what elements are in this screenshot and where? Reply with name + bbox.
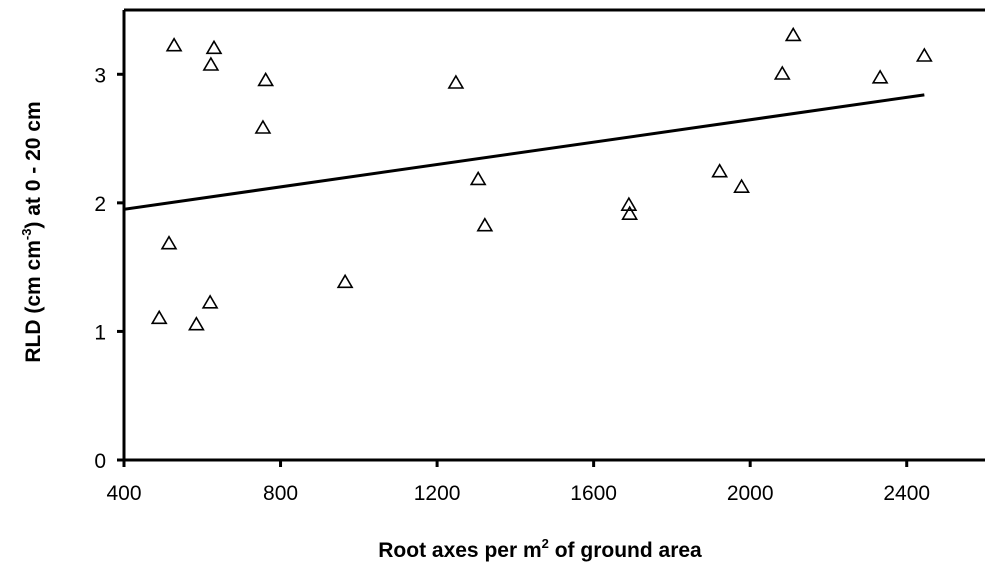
data-point	[733, 178, 750, 193]
data-point	[469, 170, 487, 186]
x-tick-label: 2400	[883, 482, 930, 505]
data-points	[150, 26, 933, 331]
data-point	[773, 65, 791, 80]
data-point	[165, 37, 183, 52]
y-axis-title-superscript: -3	[19, 229, 34, 241]
data-point	[784, 26, 802, 42]
data-point	[915, 47, 933, 62]
data-point	[257, 71, 275, 87]
x-axis-title-text: Root axes per m	[378, 539, 541, 562]
data-point	[871, 69, 889, 84]
y-tick-label: 0	[94, 450, 106, 473]
y-axis-title-text: RLD (cm cm	[22, 240, 45, 363]
y-axis-title: RLD (cm cm-3) at 0 - 20 cm	[19, 101, 45, 362]
data-point	[150, 309, 168, 325]
x-axis-title-superscript: 2	[542, 536, 549, 551]
data-point	[336, 273, 354, 289]
data-point	[254, 119, 272, 134]
data-point	[201, 294, 219, 309]
y-axis-title-text-end: ) at 0 - 20 cm	[22, 101, 45, 228]
data-point	[160, 235, 178, 250]
data-point	[621, 205, 639, 220]
data-point	[205, 39, 223, 55]
data-point	[711, 163, 729, 178]
tick-labels: 400 800 1200 1600 2000 2400 0 1 2 3	[94, 64, 930, 505]
x-axis-title-text-end: of ground area	[549, 539, 702, 562]
x-tick-label: 400	[106, 482, 141, 505]
x-tick-label: 1200	[414, 482, 461, 505]
plot-frame	[122, 8, 985, 462]
x-tick-label: 800	[263, 482, 298, 505]
axis-ticks	[117, 72, 909, 467]
data-point	[202, 56, 220, 71]
x-tick-label: 2000	[727, 482, 774, 505]
data-point	[188, 316, 205, 331]
data-point	[620, 196, 638, 211]
data-point	[476, 217, 494, 232]
data-point	[447, 74, 465, 89]
y-tick-label: 1	[94, 321, 106, 344]
trend-line	[123, 93, 925, 211]
x-axis-title: Root axes per m2 of ground area	[378, 536, 702, 562]
y-tick-label: 2	[94, 193, 106, 216]
y-tick-label: 3	[94, 64, 106, 87]
x-tick-label: 1600	[570, 482, 617, 505]
